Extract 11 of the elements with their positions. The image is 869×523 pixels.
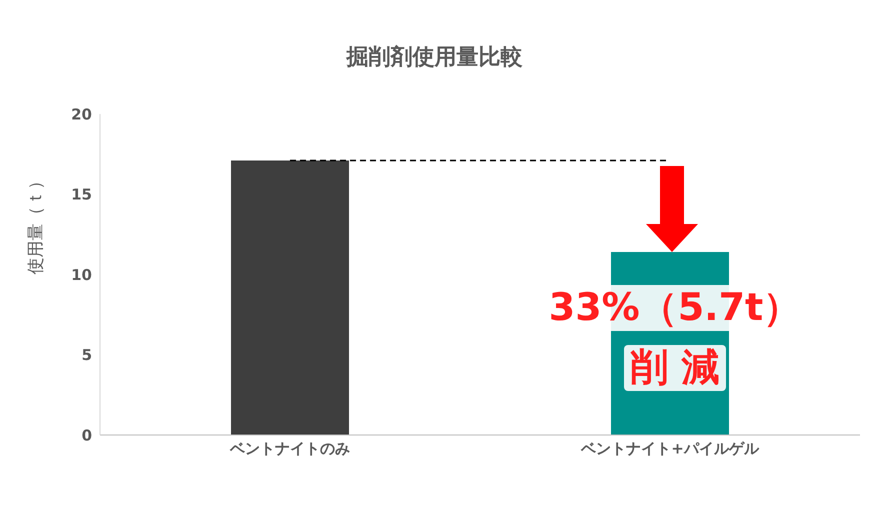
annotation: 33%（5.7t） bbox=[542, 285, 808, 331]
y-tick-label: 20 bbox=[71, 105, 92, 124]
x-tick-label: ベントナイトのみ bbox=[229, 440, 350, 458]
annotation: 削 減 bbox=[624, 345, 726, 391]
y-tick-label: 5 bbox=[82, 346, 92, 364]
y-axis-title: 使用量（ｔ） bbox=[26, 172, 46, 274]
x-tick-label: ベントナイト+パイルゲル bbox=[580, 440, 760, 458]
chart-title: 掘削剤使用量比較 bbox=[345, 44, 524, 72]
y-tick-label: 0 bbox=[82, 426, 92, 444]
y-tick-label: 15 bbox=[71, 186, 92, 204]
y-tick-label: 10 bbox=[71, 266, 92, 284]
